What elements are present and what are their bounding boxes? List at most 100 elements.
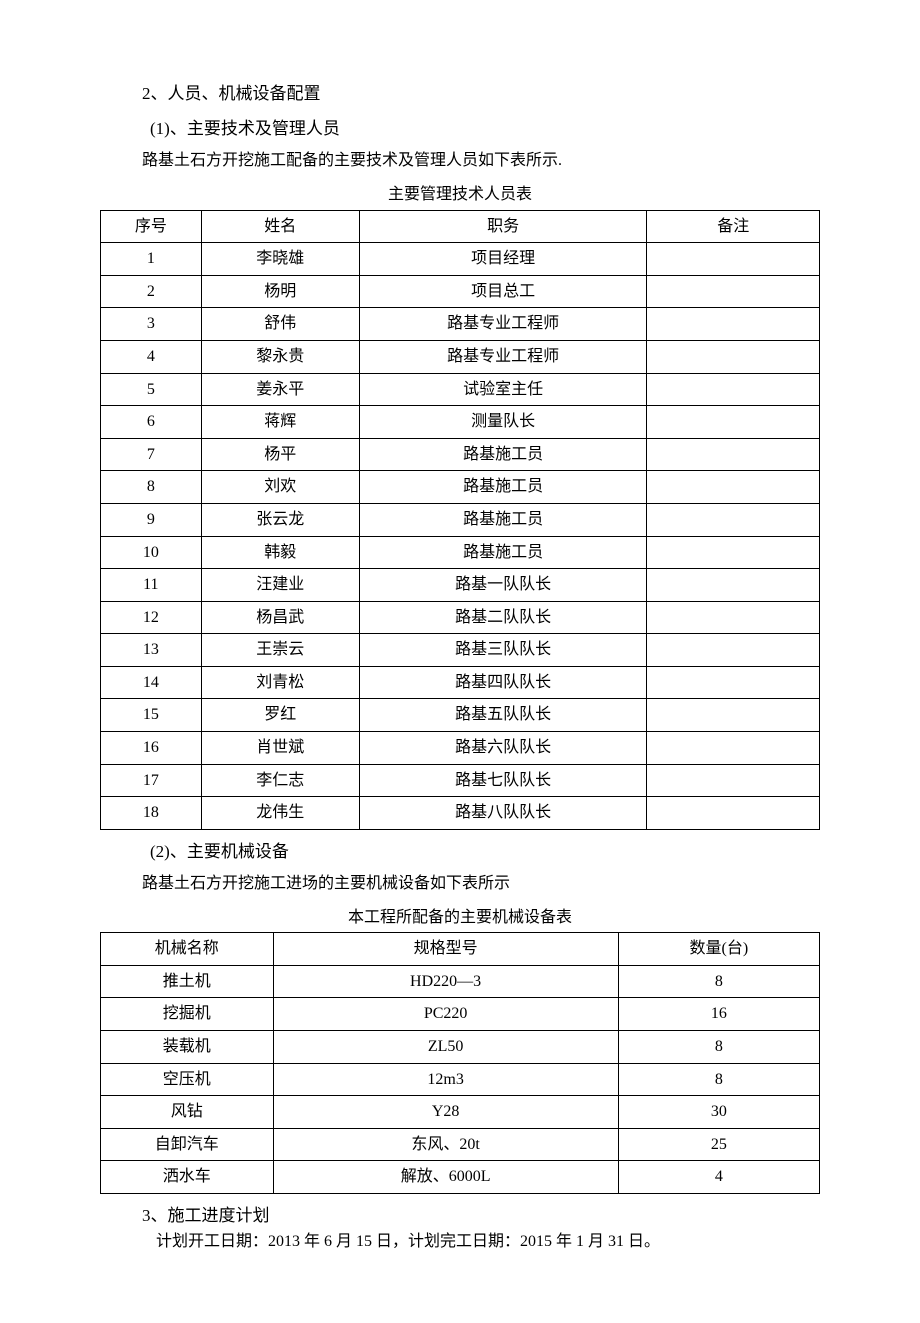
sub-1-prefix: (1)	[150, 119, 170, 138]
table-cell	[647, 438, 820, 471]
table-cell: 9	[101, 503, 202, 536]
table-cell: 测量队长	[359, 406, 647, 439]
table-cell: 王崇云	[201, 634, 359, 667]
table-cell: 8	[101, 471, 202, 504]
table-cell	[647, 340, 820, 373]
table-cell: 1	[101, 243, 202, 276]
table-row: 空压机12m38	[101, 1063, 820, 1096]
table-cell: ZL50	[273, 1031, 618, 1064]
table-cell: HD220—3	[273, 965, 618, 998]
table-cell	[647, 243, 820, 276]
table-cell: 推土机	[101, 965, 274, 998]
table-cell: 2	[101, 275, 202, 308]
table-row: 17李仁志路基七队队长	[101, 764, 820, 797]
table-cell: 路基五队队长	[359, 699, 647, 732]
table-row: 3舒伟路基专业工程师	[101, 308, 820, 341]
table-cell: 杨昌武	[201, 601, 359, 634]
table-cell	[647, 503, 820, 536]
table-cell: 路基三队队长	[359, 634, 647, 667]
table-cell: 姜永平	[201, 373, 359, 406]
table-row: 装载机ZL508	[101, 1031, 820, 1064]
table-cell	[647, 601, 820, 634]
table-cell: 路基施工员	[359, 471, 647, 504]
equipment-table-caption: 本工程所配备的主要机械设备表	[100, 905, 820, 931]
table-row: 挖掘机PC22016	[101, 998, 820, 1031]
table-cell: 路基七队队长	[359, 764, 647, 797]
table-row: 自卸汽车东风、20t25	[101, 1128, 820, 1161]
table-cell	[647, 797, 820, 830]
col-remark: 备注	[647, 210, 820, 243]
sub-2-rest: 、主要机械设备	[170, 842, 289, 861]
table-cell: 18	[101, 797, 202, 830]
table-row: 9张云龙路基施工员	[101, 503, 820, 536]
table-cell	[647, 732, 820, 765]
table-cell: 路基一队队长	[359, 569, 647, 602]
table-cell: 12m3	[273, 1063, 618, 1096]
table-row: 推土机HD220—38	[101, 965, 820, 998]
col-spec: 规格型号	[273, 933, 618, 966]
table-cell: 洒水车	[101, 1161, 274, 1194]
table-cell: 路基施工员	[359, 536, 647, 569]
section-2-heading: 2、人员、机械设备配置	[100, 80, 820, 107]
col-qty: 数量(台)	[618, 933, 819, 966]
table-cell: 16	[618, 998, 819, 1031]
table-cell: 蒋辉	[201, 406, 359, 439]
col-role: 职务	[359, 210, 647, 243]
section-3-heading: 3、施工进度计划	[100, 1202, 820, 1229]
table-cell: 4	[101, 340, 202, 373]
sub-2-heading: (2)、主要机械设备	[100, 838, 820, 865]
table-cell: 项目经理	[359, 243, 647, 276]
personnel-table-caption: 主要管理技术人员表	[100, 182, 820, 208]
table-cell: 16	[101, 732, 202, 765]
sub-2-prefix: (2)	[150, 842, 170, 861]
table-cell: 路基八队队长	[359, 797, 647, 830]
table-row: 5姜永平试验室主任	[101, 373, 820, 406]
table-cell: Y28	[273, 1096, 618, 1129]
col-machine: 机械名称	[101, 933, 274, 966]
table-cell: 5	[101, 373, 202, 406]
table-cell: 路基施工员	[359, 438, 647, 471]
table-cell	[647, 275, 820, 308]
table-cell: 10	[101, 536, 202, 569]
table-cell	[647, 569, 820, 602]
table-row: 洒水车解放、6000L4	[101, 1161, 820, 1194]
table-cell: 15	[101, 699, 202, 732]
table-cell: 舒伟	[201, 308, 359, 341]
table-cell: 风钻	[101, 1096, 274, 1129]
table-header-row: 机械名称 规格型号 数量(台)	[101, 933, 820, 966]
table-cell: 路基专业工程师	[359, 308, 647, 341]
table-cell: 12	[101, 601, 202, 634]
table-row: 7杨平路基施工员	[101, 438, 820, 471]
table-cell: 13	[101, 634, 202, 667]
table-cell: 14	[101, 666, 202, 699]
table-cell: 肖世斌	[201, 732, 359, 765]
table-cell: 3	[101, 308, 202, 341]
table-cell	[647, 634, 820, 667]
table-cell	[647, 666, 820, 699]
table-row: 12杨昌武路基二队队长	[101, 601, 820, 634]
table-header-row: 序号 姓名 职务 备注	[101, 210, 820, 243]
table-cell: PC220	[273, 998, 618, 1031]
table-cell: 30	[618, 1096, 819, 1129]
table-cell: 17	[101, 764, 202, 797]
table-cell: 龙伟生	[201, 797, 359, 830]
table-cell: 黎永贵	[201, 340, 359, 373]
table-cell: 韩毅	[201, 536, 359, 569]
table-cell: 路基四队队长	[359, 666, 647, 699]
table-cell: 解放、6000L	[273, 1161, 618, 1194]
table-cell: 路基专业工程师	[359, 340, 647, 373]
sub-1-rest: 、主要技术及管理人员	[170, 119, 340, 138]
table-cell: 李晓雄	[201, 243, 359, 276]
table-cell	[647, 406, 820, 439]
table-cell: 8	[618, 965, 819, 998]
table-cell	[647, 699, 820, 732]
sub-2-intro: 路基土石方开挖施工进场的主要机械设备如下表所示	[100, 871, 820, 897]
sub-1-intro: 路基土石方开挖施工配备的主要技术及管理人员如下表所示.	[100, 148, 820, 174]
table-cell: 8	[618, 1031, 819, 1064]
table-cell: 杨明	[201, 275, 359, 308]
table-row: 14刘青松路基四队队长	[101, 666, 820, 699]
table-row: 13王崇云路基三队队长	[101, 634, 820, 667]
table-cell: 汪建业	[201, 569, 359, 602]
section-3-body: 计划开工日期：2013 年 6 月 15 日，计划完工日期：2015 年 1 月…	[100, 1229, 820, 1255]
table-row: 风钻Y2830	[101, 1096, 820, 1129]
